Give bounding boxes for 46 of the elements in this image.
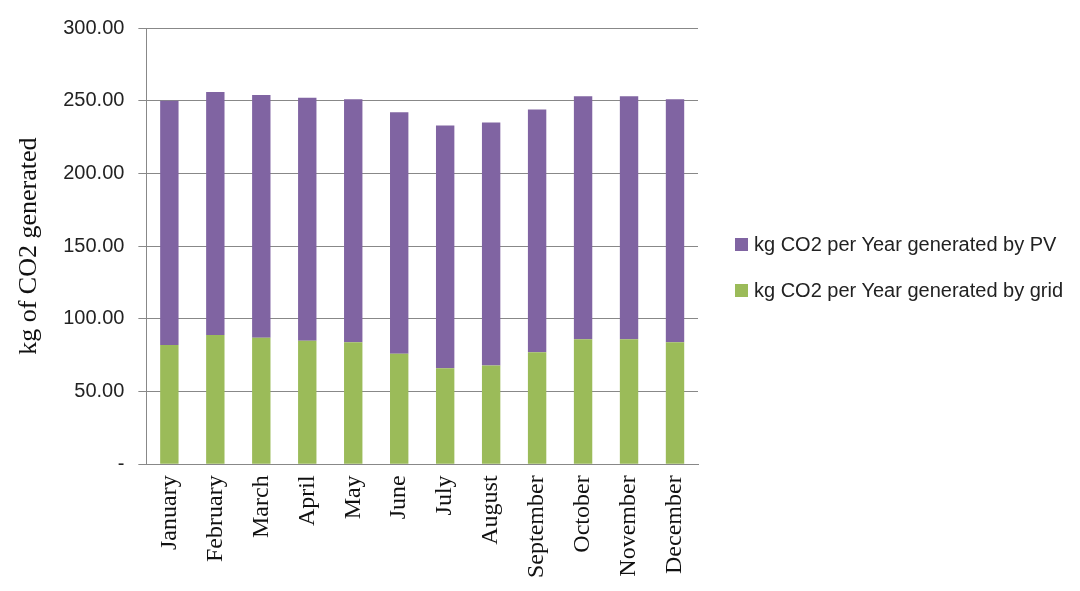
- bar: [665, 342, 685, 464]
- y-axis-title: kg of CO2 generated: [13, 137, 43, 355]
- x-tick-label: February: [200, 475, 227, 563]
- y-tick-label: 150.00: [63, 233, 125, 256]
- bar: [206, 334, 225, 464]
- legend-label: kg CO2 per Year generated by grid: [754, 278, 1064, 303]
- x-tick-label: August: [476, 475, 503, 545]
- bar: [619, 339, 639, 464]
- x-tick-label: December: [660, 475, 687, 574]
- y-tick-label: 200.00: [63, 160, 125, 183]
- bar: [390, 353, 409, 464]
- bar: [573, 96, 593, 340]
- y-tick-label: 50.00: [74, 379, 125, 402]
- bar: [252, 337, 271, 464]
- x-tick-label: April: [292, 475, 319, 527]
- bar: [160, 345, 179, 464]
- bar: [252, 94, 271, 338]
- bar: [298, 340, 317, 464]
- bar: [573, 339, 593, 464]
- bar: [160, 100, 179, 346]
- x-tick-label: July: [430, 475, 457, 516]
- x-tick-label: May: [338, 475, 365, 520]
- bar: [298, 97, 317, 341]
- bar: [527, 109, 547, 353]
- bar: [390, 112, 409, 354]
- y-tick-label: 250.00: [63, 88, 125, 111]
- y-tick-label: 100.00: [63, 306, 125, 329]
- bar: [527, 352, 547, 464]
- bar: [481, 122, 501, 366]
- x-tick-label: March: [246, 475, 273, 539]
- bar: [619, 96, 639, 340]
- x-tick-label: October: [568, 475, 595, 553]
- bar: [344, 342, 363, 464]
- bar: [206, 92, 225, 335]
- bar: [435, 125, 455, 369]
- x-tick-label: January: [154, 475, 181, 551]
- bar: [344, 99, 363, 343]
- x-tick-label: November: [614, 475, 641, 577]
- y-tick-label: -: [117, 451, 125, 474]
- bar: [435, 368, 455, 464]
- y-tick-label: 300.00: [63, 15, 125, 38]
- bar: [665, 99, 685, 343]
- x-tick-label: June: [384, 475, 411, 520]
- x-tick-label: September: [522, 475, 549, 579]
- bar: [481, 365, 501, 464]
- legend-label: kg CO2 per Year generated by PV: [754, 232, 1057, 257]
